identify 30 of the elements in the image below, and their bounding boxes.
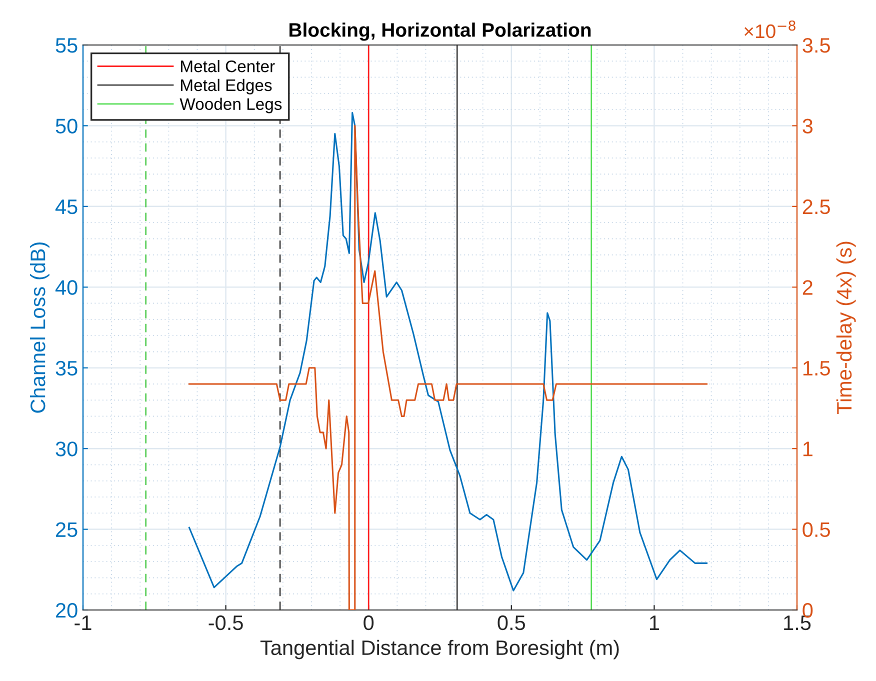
x-tick-label: 0	[364, 615, 374, 630]
x-tick-label: 0.5	[498, 615, 526, 630]
y2-tick-label: 1	[803, 442, 812, 456]
chart-title: Blocking, Horizontal Polarization	[290, 22, 591, 41]
x-tick-label: 1	[650, 616, 659, 630]
y2-tick-label: 2.5	[802, 199, 830, 214]
y-tick-label: 45	[55, 200, 78, 214]
y2-tick-label: 2	[802, 280, 812, 295]
x-tick-label: -0.5	[208, 615, 243, 630]
y2-tick-label: 3	[802, 118, 813, 134]
y-tick-label: 40	[55, 280, 78, 295]
y-tick-label: 55	[56, 38, 78, 53]
y2-axis-title: Time-delay (4x) (s)	[836, 242, 856, 414]
y-tick-label: 50	[56, 118, 78, 134]
y-axis-title: Channel Loss (dB)	[30, 242, 50, 413]
x-tick-label: 1.5	[784, 616, 811, 630]
y2-tick-label: 0	[802, 603, 813, 618]
y2-tick-label: 0.5	[802, 522, 830, 538]
legend-label: Metal Edges	[181, 78, 272, 94]
y2-tick-label: 1.5	[803, 361, 830, 376]
x-axis-title: Tangential Distance from Boresight (m)	[260, 640, 619, 660]
legend-label: Wooden Legs	[180, 98, 282, 114]
legend-label: Metal Center	[181, 60, 275, 72]
y-tick-label: 25	[56, 522, 78, 538]
text: ×10$^{−8}$	[744, 20, 796, 38]
y-tick-label: 30	[56, 442, 78, 456]
y2-tick-label: 3.5	[802, 38, 830, 53]
x-tick-label: -1	[74, 616, 92, 630]
y-tick-label: 20	[56, 603, 78, 618]
y-tick-label: 35	[56, 360, 78, 376]
